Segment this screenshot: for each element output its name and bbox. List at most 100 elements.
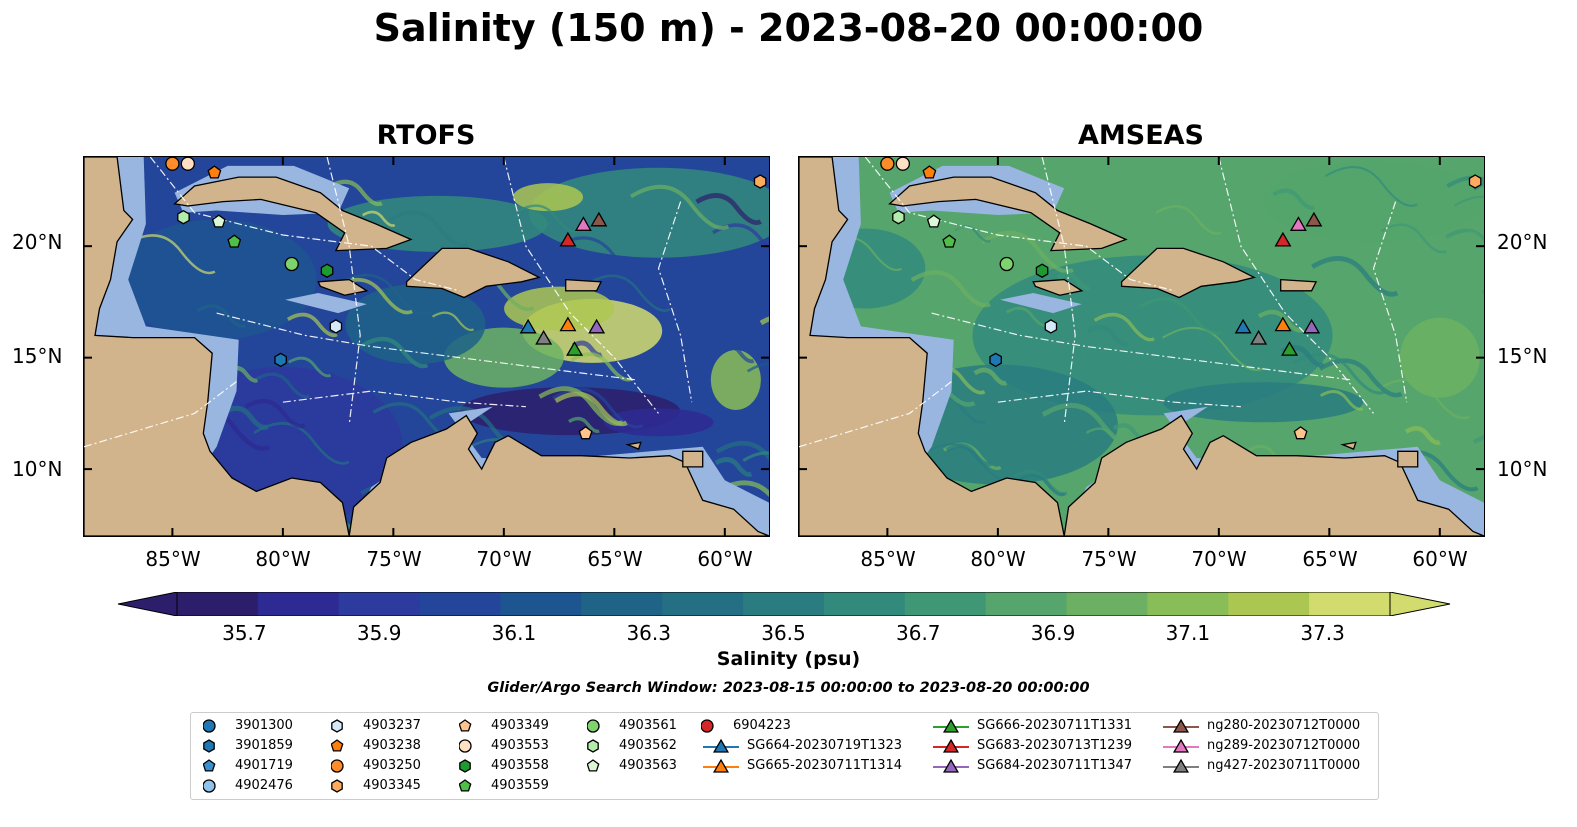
legend-marker: [459, 739, 472, 753]
legend-label: 4903558: [491, 758, 549, 773]
x-tick-label: 70°W: [1191, 547, 1247, 571]
colorbar-bin: [743, 592, 825, 616]
eddy-filament: [1155, 205, 1222, 235]
colorbar-bin: [1228, 592, 1310, 616]
eddy-filament: [629, 184, 730, 230]
observation-marker: [999, 256, 1014, 272]
legend-label: 4903559: [491, 778, 549, 793]
colorbar-bin: [823, 592, 906, 616]
eddy-filament: [746, 362, 769, 373]
eddy-filament: [1093, 312, 1155, 342]
eddy-filament: [244, 399, 306, 429]
eddy-filament: [570, 352, 633, 382]
y-tick-label: 10°N: [1497, 457, 1548, 481]
legend-marker: [459, 759, 471, 773]
legend-marker: [942, 758, 960, 773]
legend-label: ng289-20230712T0000: [1207, 738, 1361, 753]
eez-boundary: [657, 201, 693, 403]
triangle-marker-icon: [933, 758, 969, 773]
observation-marker: [180, 157, 196, 171]
eez-boundary: [282, 390, 526, 408]
eddy-filament: [338, 273, 431, 315]
pentagon-marker-icon: [587, 759, 600, 772]
eez-boundary: [84, 379, 240, 448]
eez-boundary: [1218, 157, 1374, 414]
triangle-marker-icon: [933, 718, 969, 733]
pentagon-marker-icon: [459, 779, 472, 792]
eddy-filament: [1319, 390, 1364, 411]
colorbar-extend-low: [117, 592, 178, 616]
eez-boundary: [799, 379, 955, 448]
land: [565, 278, 603, 292]
eddy-filament: [361, 336, 429, 369]
observation-marker: [211, 214, 226, 228]
observation-marker: [942, 234, 957, 248]
eddy-filament: [1018, 474, 1066, 497]
legend-label: ng280-20230712T0000: [1207, 718, 1361, 733]
eddy-filament: [1257, 309, 1304, 333]
salinity-patch: [504, 286, 615, 331]
eddy-filament: [695, 193, 762, 225]
eddy-filament: [196, 304, 247, 328]
legend-marker: [203, 739, 215, 753]
legend-marker: [203, 779, 216, 793]
eddy-filament: [1006, 306, 1048, 327]
eddy-filament: [1324, 166, 1418, 207]
eddy-filament: [1453, 195, 1484, 207]
legend-label: 3901300: [235, 718, 293, 733]
shallow-shelf: [1000, 293, 1082, 314]
eez-boundary: [216, 312, 637, 381]
eez-boundary: [149, 157, 460, 292]
legend-label: 4903345: [363, 778, 421, 793]
legend-marker: [1172, 718, 1190, 733]
observation-marker: [926, 214, 941, 228]
colorbar-tick-label: 36.9: [1030, 621, 1076, 645]
salinity-patch: [513, 183, 584, 212]
legend-label: 4903553: [491, 738, 549, 753]
hexagon-marker-icon: [331, 719, 343, 733]
colorbar-label: Salinity (psu): [716, 648, 861, 670]
land: [348, 414, 769, 536]
colorbar-bin: [662, 592, 744, 616]
y-tick-label: 20°N: [1497, 230, 1548, 254]
circle-marker-icon: [587, 719, 600, 733]
legend-marker: [942, 718, 960, 733]
x-tick-label: 85°W: [860, 547, 916, 571]
circle-marker-icon: [701, 719, 714, 733]
observation-marker: [753, 174, 767, 189]
legend-marker: [587, 739, 599, 753]
observation-marker: [880, 157, 895, 171]
observation-marker: [1289, 216, 1307, 231]
legend-marker: [459, 719, 472, 732]
colorbar-bin: [338, 592, 421, 616]
observation-marker: [588, 318, 606, 334]
colorbar-bin: [581, 592, 663, 616]
colorbar-tick-label: 37.3: [1300, 621, 1345, 645]
y-tick-label: 15°N: [12, 344, 63, 368]
eddy-filament: [950, 225, 983, 242]
land: [1340, 441, 1357, 450]
eddy-filament: [1311, 256, 1399, 297]
observation-marker: [1274, 231, 1292, 247]
observation-marker: [284, 256, 299, 272]
land: [1032, 278, 1084, 296]
observation-marker: [1468, 174, 1482, 189]
triangle-marker-icon: [703, 738, 739, 753]
observation-marker: [989, 352, 1002, 368]
colorbar-tick-label: 36.1: [491, 621, 537, 645]
eddy-filament: [516, 204, 580, 233]
colorbar-bin: [985, 592, 1068, 616]
eddy-filament: [1056, 272, 1091, 291]
salinity-patch: [116, 219, 317, 340]
eddy-filament: [328, 179, 383, 207]
x-tick-label: 60°W: [697, 547, 753, 571]
eddy-filament: [125, 234, 216, 275]
legend-marker: [203, 719, 216, 733]
eddy-filament: [361, 210, 396, 227]
land: [173, 176, 413, 252]
eddy-filament: [1318, 358, 1403, 398]
circle-marker-icon: [331, 759, 344, 773]
eddy-filament: [586, 274, 671, 312]
pentagon-marker-icon: [203, 759, 216, 772]
observation-marker: [227, 234, 242, 248]
